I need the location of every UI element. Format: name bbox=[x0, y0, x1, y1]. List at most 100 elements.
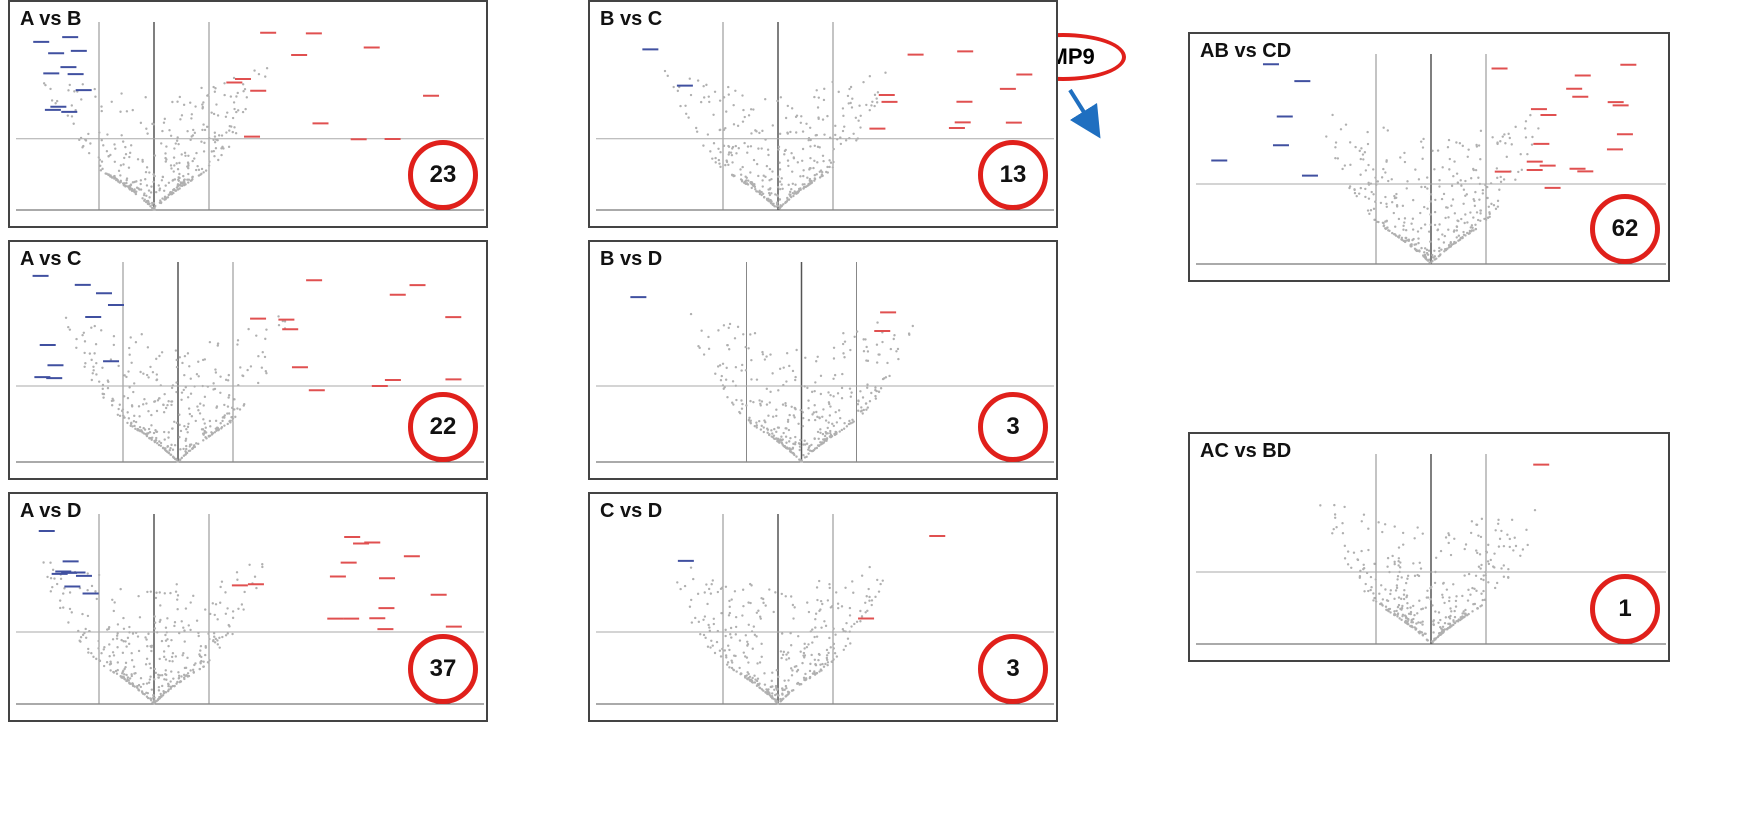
point bbox=[663, 69, 667, 73]
count-circle: 3 bbox=[978, 634, 1048, 704]
point bbox=[793, 606, 796, 609]
point bbox=[155, 357, 158, 361]
point bbox=[217, 158, 220, 162]
point bbox=[1394, 234, 1398, 237]
point bbox=[1392, 211, 1396, 215]
point bbox=[187, 178, 191, 181]
point bbox=[178, 458, 182, 461]
point bbox=[1409, 612, 1412, 616]
point bbox=[178, 631, 181, 635]
point bbox=[759, 428, 763, 431]
point bbox=[1478, 198, 1481, 201]
point bbox=[199, 644, 203, 648]
point bbox=[850, 625, 853, 628]
point bbox=[92, 369, 95, 372]
point bbox=[859, 126, 862, 129]
point bbox=[97, 573, 101, 577]
point bbox=[1486, 560, 1490, 563]
point bbox=[1443, 234, 1447, 238]
point bbox=[801, 424, 805, 428]
point bbox=[755, 130, 758, 133]
point bbox=[777, 175, 780, 178]
point bbox=[744, 369, 748, 372]
point bbox=[729, 626, 733, 630]
point bbox=[736, 124, 740, 128]
point bbox=[1374, 200, 1377, 203]
point bbox=[841, 342, 845, 346]
point bbox=[1454, 599, 1458, 603]
point bbox=[727, 163, 730, 167]
point bbox=[86, 614, 90, 618]
point bbox=[169, 453, 173, 456]
point bbox=[94, 95, 97, 98]
point bbox=[831, 422, 834, 426]
point bbox=[166, 445, 170, 448]
point bbox=[163, 678, 166, 681]
point bbox=[1464, 543, 1468, 546]
point bbox=[1524, 120, 1528, 123]
point bbox=[795, 114, 799, 117]
point bbox=[774, 698, 778, 701]
point bbox=[235, 571, 239, 574]
point bbox=[826, 432, 829, 435]
point bbox=[165, 678, 168, 681]
point bbox=[123, 667, 126, 671]
point bbox=[130, 673, 133, 676]
point bbox=[868, 565, 871, 569]
point bbox=[151, 203, 154, 207]
point bbox=[749, 601, 752, 605]
point bbox=[696, 592, 700, 596]
point bbox=[1465, 231, 1469, 235]
point bbox=[684, 112, 688, 115]
point bbox=[184, 453, 187, 456]
point bbox=[819, 608, 822, 611]
point bbox=[172, 156, 176, 159]
point bbox=[1468, 232, 1471, 235]
panel-title: AB vs CD bbox=[1200, 40, 1292, 62]
point bbox=[144, 200, 148, 204]
point bbox=[802, 416, 805, 420]
point bbox=[175, 583, 178, 586]
point bbox=[1384, 171, 1387, 174]
point bbox=[1438, 179, 1441, 182]
point bbox=[1362, 158, 1365, 161]
point bbox=[197, 174, 201, 177]
point bbox=[183, 373, 186, 377]
point bbox=[856, 137, 860, 140]
point bbox=[195, 151, 198, 155]
point bbox=[126, 678, 129, 681]
point bbox=[815, 671, 819, 675]
point bbox=[1481, 192, 1485, 195]
point bbox=[1416, 526, 1419, 529]
point bbox=[771, 372, 774, 375]
point bbox=[55, 582, 59, 586]
point bbox=[817, 579, 821, 583]
point bbox=[205, 437, 208, 440]
point bbox=[135, 186, 139, 189]
point bbox=[746, 151, 749, 154]
point bbox=[1425, 176, 1429, 179]
point bbox=[725, 110, 728, 113]
point bbox=[1386, 556, 1390, 560]
point bbox=[200, 659, 203, 663]
point bbox=[875, 361, 879, 364]
point bbox=[192, 594, 195, 598]
point bbox=[62, 606, 65, 609]
point bbox=[145, 402, 148, 405]
point bbox=[741, 94, 744, 97]
point bbox=[732, 403, 735, 406]
point bbox=[868, 400, 872, 403]
point bbox=[1386, 565, 1389, 568]
point bbox=[1438, 249, 1441, 253]
point bbox=[219, 422, 222, 425]
point bbox=[105, 172, 108, 176]
point bbox=[106, 628, 109, 631]
point bbox=[209, 612, 212, 616]
point bbox=[750, 132, 753, 135]
point bbox=[848, 614, 852, 617]
point bbox=[1395, 609, 1398, 613]
point bbox=[138, 616, 142, 619]
point bbox=[800, 460, 804, 463]
point bbox=[722, 96, 726, 99]
point bbox=[121, 140, 125, 143]
